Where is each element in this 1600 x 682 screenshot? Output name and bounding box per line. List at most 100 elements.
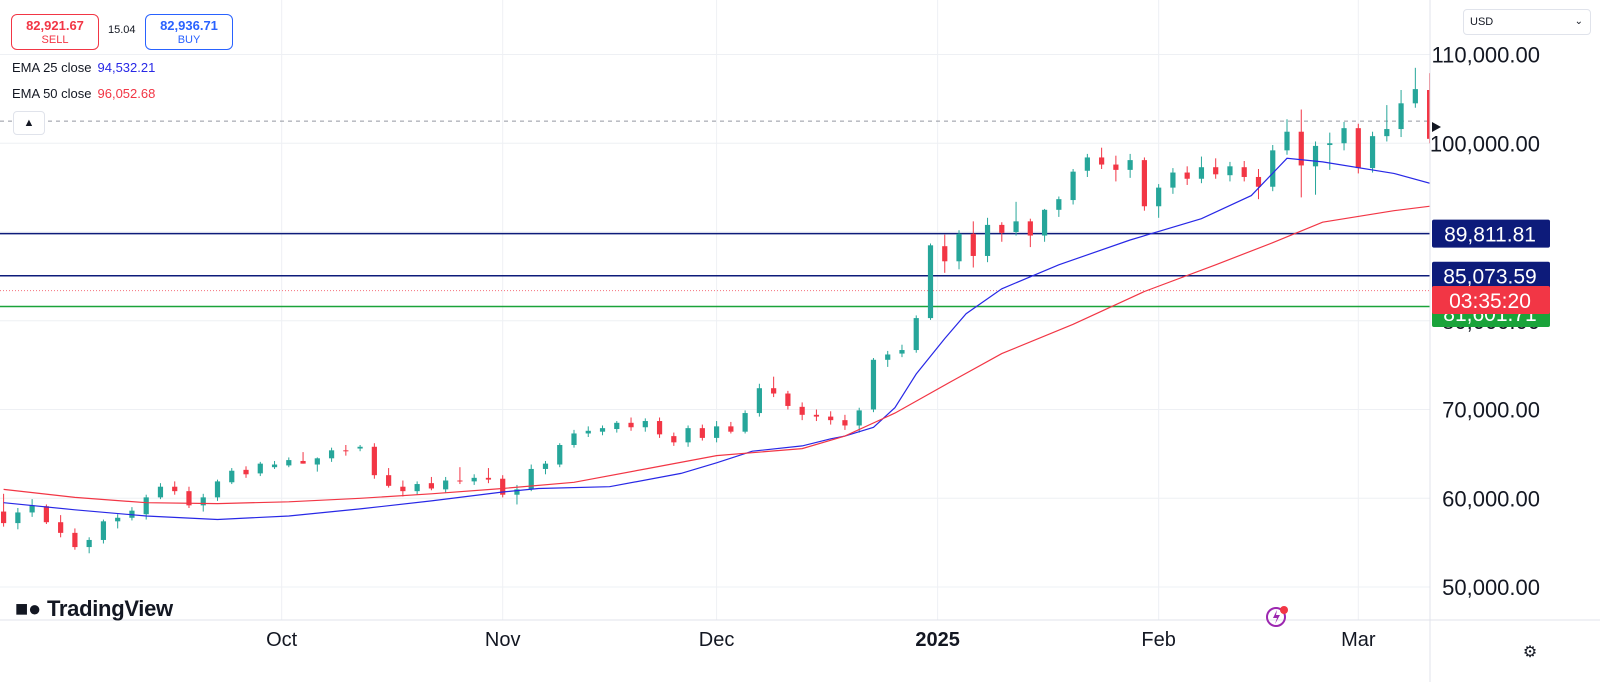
candle-body — [485, 477, 492, 480]
legend-ema-50[interactable]: EMA 50 close 96,052.68 — [12, 86, 155, 101]
candle-body — [1013, 221, 1019, 232]
legend-label: EMA 50 close — [12, 86, 92, 101]
time-tick-label: Oct — [266, 629, 298, 651]
candle-body — [428, 483, 434, 489]
candle-body — [100, 521, 107, 540]
legend-ema-25[interactable]: EMA 25 close 94,532.21 — [12, 60, 155, 75]
candle-body — [942, 246, 948, 262]
time-tick-label: Dec — [699, 629, 735, 651]
currency-select[interactable]: USD ⌄ — [1463, 9, 1591, 35]
tradingview-logo[interactable]: ■● TradingView — [15, 596, 173, 622]
candle-body — [286, 460, 292, 466]
price-label-bg — [1432, 219, 1550, 248]
candle-body — [514, 489, 520, 495]
price-label: 89,811.81 — [1432, 219, 1550, 248]
time-tick-label: Feb — [1141, 629, 1175, 651]
candle-body — [43, 506, 49, 523]
price-tick-label: 50,000.00 — [1442, 575, 1540, 600]
candle-body — [1398, 103, 1404, 130]
candle-body — [756, 388, 762, 414]
candle-body — [400, 486, 406, 492]
candle-body — [243, 469, 249, 475]
candle-body — [842, 420, 848, 426]
candle-body — [913, 318, 919, 351]
candle-body — [571, 433, 577, 445]
candle-body — [386, 475, 392, 486]
price-label: 85,073.59 — [1432, 261, 1550, 290]
buy-button[interactable]: 82,936.71 BUY — [145, 14, 233, 50]
candle-body — [956, 233, 962, 262]
collapse-legend-button[interactable]: ▲ — [13, 111, 45, 135]
candle-body — [1070, 171, 1076, 201]
candle-body — [856, 410, 862, 426]
candle-body — [300, 460, 306, 464]
candle-body — [1298, 131, 1304, 166]
candle-body — [172, 486, 178, 492]
candle-body — [471, 477, 477, 482]
candle-body — [1184, 172, 1190, 179]
time-tick-label: Nov — [485, 629, 521, 651]
candle-body — [642, 421, 648, 428]
candle-body — [257, 463, 263, 474]
candle-body — [271, 464, 278, 468]
buy-price: 82,936.71 — [160, 18, 218, 33]
price-label-bg — [1432, 261, 1550, 290]
time-tick-label: 2025 — [915, 629, 960, 651]
candle-body — [314, 458, 320, 465]
price-tick-label: 100,000.00 — [1430, 131, 1540, 156]
candle-body — [328, 450, 335, 459]
grid-lines — [0, 0, 1430, 620]
candle-body — [813, 414, 820, 417]
candle-body — [371, 446, 377, 476]
spread-value: 15.04 — [108, 24, 136, 36]
candle-body — [1213, 167, 1219, 175]
candle-body — [614, 422, 620, 430]
price-label: 03:35:20 — [1432, 286, 1550, 314]
buy-label: BUY — [177, 34, 201, 46]
candle-body — [728, 426, 734, 432]
candle-body — [72, 532, 78, 548]
candle-body — [357, 446, 363, 449]
candle-body — [58, 522, 64, 533]
candle-body — [999, 224, 1005, 233]
candle-body — [200, 497, 206, 506]
candle-body — [29, 505, 35, 513]
candle-body — [1141, 160, 1147, 207]
ema-line — [3, 197, 1600, 505]
candle-body — [214, 481, 221, 498]
legend-label: EMA 25 close — [12, 60, 92, 75]
sell-button[interactable]: 82,921.67 SELL — [11, 14, 99, 50]
candle-body — [656, 421, 663, 435]
candle-body — [1099, 157, 1105, 165]
candle-body — [1027, 221, 1033, 236]
candle-body — [229, 470, 235, 483]
candle-body — [984, 224, 991, 256]
candle-body — [870, 359, 877, 410]
price-label-text: 03:35:20 — [1449, 290, 1531, 313]
candle-body — [414, 484, 420, 492]
candle-body — [86, 539, 92, 548]
chevron-down-icon: ⌄ — [1574, 16, 1583, 27]
gear-icon[interactable]: ⚙ — [1522, 644, 1538, 661]
price-tick-label: 110,000.00 — [1432, 43, 1540, 68]
candle-body — [671, 436, 677, 443]
candle-body — [1170, 172, 1176, 188]
sparkle-badge-icon[interactable] — [1264, 603, 1292, 631]
candle-body — [186, 491, 192, 506]
ema-line — [3, 157, 1600, 521]
candle-body — [1341, 128, 1347, 144]
candle-body — [443, 480, 449, 490]
candle-body — [1284, 131, 1290, 151]
candle-body — [1384, 129, 1390, 137]
price-tick-label: 70,000.00 — [1442, 398, 1540, 423]
sell-label: SELL — [41, 34, 69, 46]
candle-body — [828, 416, 834, 421]
candle-body — [542, 463, 549, 469]
candle-body — [1369, 136, 1376, 169]
candle-body — [557, 445, 563, 465]
horizontal-lines — [0, 232, 1430, 308]
candle-body — [157, 486, 164, 498]
candlesticks — [1, 67, 1600, 554]
candle-body — [585, 430, 591, 434]
